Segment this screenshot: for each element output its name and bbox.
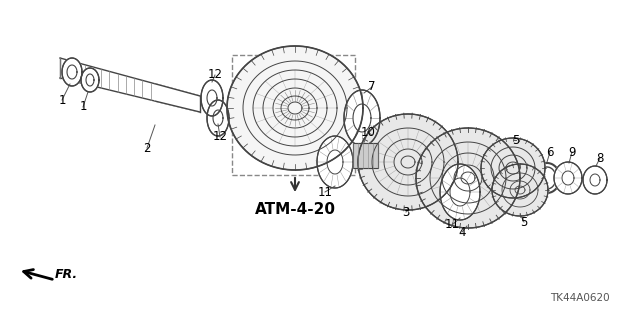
Polygon shape (416, 128, 520, 228)
Polygon shape (440, 164, 480, 220)
Text: 5: 5 (512, 133, 520, 146)
Polygon shape (207, 100, 229, 136)
Text: 4: 4 (458, 226, 466, 239)
Polygon shape (554, 162, 582, 194)
Text: 12: 12 (212, 130, 227, 144)
Text: 1: 1 (79, 100, 87, 114)
Polygon shape (62, 58, 82, 86)
Text: ATM-4-20: ATM-4-20 (255, 203, 335, 218)
Polygon shape (358, 114, 458, 210)
Text: 1: 1 (58, 93, 66, 107)
Polygon shape (492, 164, 548, 216)
Text: 7: 7 (368, 80, 376, 93)
Text: TK44A0620: TK44A0620 (550, 293, 610, 303)
Polygon shape (481, 138, 545, 198)
Polygon shape (317, 136, 353, 188)
Polygon shape (583, 166, 607, 194)
Text: FR.: FR. (55, 269, 78, 281)
Text: 8: 8 (596, 152, 604, 165)
Polygon shape (353, 143, 378, 168)
Text: 5: 5 (520, 216, 528, 228)
Polygon shape (227, 46, 363, 170)
Text: 10: 10 (360, 125, 376, 138)
Text: 12: 12 (207, 69, 223, 81)
Text: 3: 3 (403, 205, 410, 219)
Text: 11: 11 (317, 186, 333, 198)
Text: 11: 11 (445, 219, 460, 232)
Text: 9: 9 (568, 145, 576, 159)
Polygon shape (155, 84, 200, 112)
Text: 6: 6 (547, 145, 554, 159)
Polygon shape (81, 68, 99, 92)
Polygon shape (201, 80, 223, 116)
Polygon shape (344, 90, 380, 146)
Text: 2: 2 (143, 142, 151, 154)
